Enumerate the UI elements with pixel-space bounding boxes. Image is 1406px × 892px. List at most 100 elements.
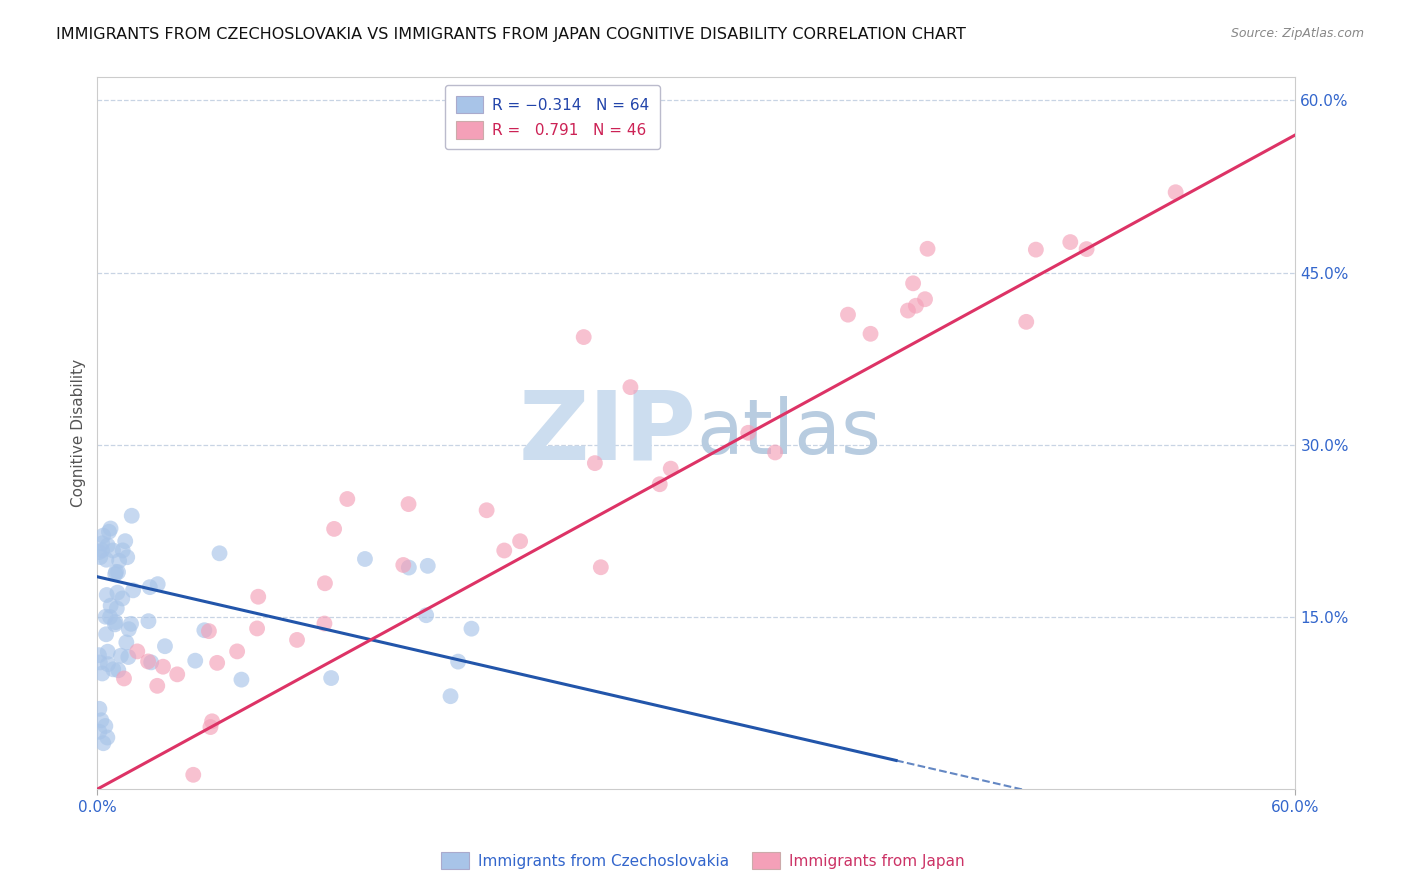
Point: [96, 588, 118, 602]
Point: [153, 639, 176, 653]
Point: [91, 666, 114, 681]
Point: [439, 689, 461, 703]
Point: [100, 521, 122, 535]
Point: [447, 655, 470, 669]
Point: [112, 672, 135, 686]
Point: [105, 601, 128, 615]
Point: [87, 545, 110, 559]
Point: [1025, 243, 1047, 257]
Point: [208, 546, 231, 560]
Point: [101, 543, 124, 558]
Point: [416, 558, 439, 573]
Text: IMMIGRANTS FROM CZECHOSLOVAKIA VS IMMIGRANTS FROM JAPAN COGNITIVE DISABILITY COR: IMMIGRANTS FROM CZECHOSLOVAKIA VS IMMIGR…: [56, 27, 966, 42]
Point: [475, 503, 498, 517]
Point: [97, 524, 120, 539]
Point: [226, 644, 249, 658]
Point: [398, 560, 420, 574]
Point: [89, 702, 111, 716]
Point: [572, 330, 595, 344]
Point: [1015, 315, 1038, 329]
Point: [108, 554, 131, 568]
Point: [205, 656, 228, 670]
Point: [104, 617, 127, 632]
Legend: R = −0.314   N = 64, R =   0.791   N = 46: R = −0.314 N = 64, R = 0.791 N = 46: [444, 85, 661, 149]
Point: [763, 445, 786, 459]
Point: [94, 719, 117, 733]
Point: [146, 679, 169, 693]
Point: [859, 326, 882, 341]
Point: [648, 477, 671, 491]
Legend: Immigrants from Czechoslovakia, Immigrants from Japan: Immigrants from Czechoslovakia, Immigran…: [436, 846, 970, 875]
Point: [285, 632, 308, 647]
Point: [1164, 186, 1187, 200]
Point: [837, 308, 859, 322]
Point: [91, 536, 114, 550]
Point: [619, 380, 641, 394]
Point: [509, 534, 531, 549]
Point: [111, 543, 134, 558]
Point: [314, 616, 336, 631]
Point: [415, 608, 437, 623]
Point: [897, 303, 920, 318]
Point: [141, 656, 163, 670]
Point: [97, 657, 120, 672]
Point: [200, 720, 222, 734]
Point: [89, 724, 111, 739]
Point: [107, 585, 129, 599]
Point: [1059, 235, 1081, 249]
Point: [914, 292, 936, 306]
Point: [336, 491, 359, 506]
Point: [117, 650, 139, 665]
Point: [901, 277, 924, 291]
Point: [583, 456, 606, 470]
Text: Source: ZipAtlas.com: Source: ZipAtlas.com: [1230, 27, 1364, 40]
Point: [737, 425, 759, 440]
Point: [659, 461, 682, 475]
Point: [146, 577, 169, 591]
Point: [589, 560, 612, 574]
Point: [104, 565, 127, 579]
Point: [93, 736, 115, 750]
Point: [120, 616, 142, 631]
Point: [193, 624, 215, 638]
Point: [181, 768, 204, 782]
Point: [103, 662, 125, 676]
Point: [115, 550, 138, 565]
Point: [107, 565, 129, 579]
Point: [90, 713, 112, 727]
Point: [107, 663, 129, 677]
Point: [198, 624, 221, 639]
Point: [104, 615, 127, 629]
Point: [91, 528, 114, 542]
Point: [314, 576, 336, 591]
Point: [321, 671, 343, 685]
Point: [100, 599, 122, 613]
Point: [97, 645, 120, 659]
Point: [138, 614, 160, 628]
Point: [91, 543, 114, 558]
Point: [122, 583, 145, 598]
Text: ZIP: ZIP: [519, 387, 696, 480]
Point: [460, 622, 482, 636]
Y-axis label: Cognitive Disability: Cognitive Disability: [72, 359, 86, 508]
Point: [904, 299, 927, 313]
Point: [104, 567, 127, 582]
Point: [201, 714, 224, 729]
Point: [111, 591, 134, 606]
Point: [89, 656, 111, 670]
Point: [139, 580, 162, 594]
Point: [231, 673, 253, 687]
Point: [1076, 242, 1098, 256]
Point: [247, 590, 270, 604]
Point: [114, 534, 136, 549]
Point: [166, 667, 188, 681]
Point: [323, 522, 346, 536]
Point: [118, 622, 141, 636]
Point: [398, 497, 420, 511]
Point: [121, 508, 143, 523]
Point: [136, 655, 159, 669]
Point: [98, 610, 121, 624]
Point: [917, 242, 939, 256]
Point: [115, 635, 138, 649]
Point: [246, 622, 269, 636]
